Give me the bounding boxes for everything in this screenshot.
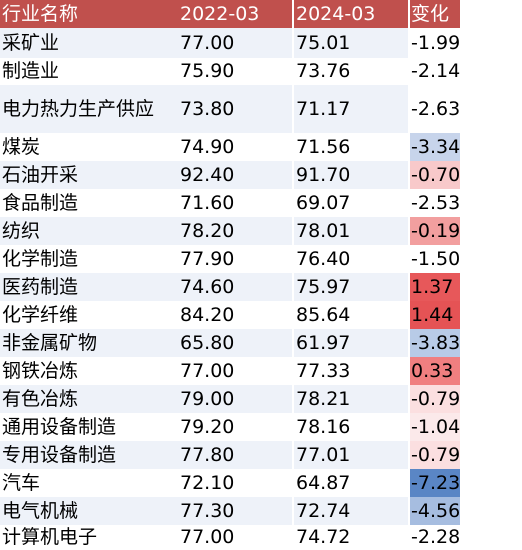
table-row: 制造业 75.90 73.76 -2.14 [0, 58, 522, 85]
table-row: 采矿业 77.00 75.01 -1.99 [0, 28, 522, 58]
value-2022-cell: 77.30 [178, 497, 292, 525]
change-cell: 1.44 [410, 301, 460, 329]
table-row: 有色冶炼 79.00 78.21 -0.79 [0, 385, 522, 413]
change-cell: -2.53 [410, 189, 460, 217]
table-row: 专用设备制造 77.80 77.01 -0.79 [0, 441, 522, 469]
value-2024-cell: 75.01 [294, 28, 408, 58]
table-row: 非金属矿物 65.80 61.97 -3.83 [0, 329, 522, 357]
value-2022-cell: 77.00 [180, 526, 235, 548]
value-2022-cell: 73.80 [178, 85, 292, 133]
change-cell: -0.79 [410, 441, 460, 469]
industry-name-cell: 汽车 [2, 471, 41, 494]
table-row: 汽车 72.10 64.87 -7.23 [0, 469, 522, 497]
industry-name-cell: 有色冶炼 [0, 385, 178, 413]
change-cell: 0.33 [410, 357, 460, 385]
table-row: 医药制造 74.60 75.97 1.37 [0, 273, 522, 301]
value-2022-cell: 84.20 [180, 303, 235, 326]
value-2024-cell: 75.97 [294, 273, 408, 301]
table-row: 食品制造 71.60 69.07 -2.53 [0, 189, 522, 217]
value-2024-cell: 78.21 [294, 385, 408, 413]
industry-name-cell: 计算机电子 [2, 526, 98, 548]
value-2022-cell: 78.20 [178, 217, 292, 245]
value-2024-cell: 77.01 [294, 441, 408, 469]
table-row: 化学纤维 84.20 85.64 1.44 [0, 301, 522, 329]
value-2022-cell: 77.80 [178, 441, 292, 469]
change-cell: -2.63 [410, 85, 460, 133]
table-row: 计算机电子 77.00 74.72 -2.28 [0, 525, 522, 550]
value-2024-cell: 72.74 [294, 497, 408, 525]
industry-name-cell: 通用设备制造 [2, 415, 117, 438]
change-cell: -2.28 [410, 525, 461, 550]
change-cell: -1.04 [410, 413, 460, 441]
table-row: 电力热力生产供应 73.80 71.17 -2.63 [0, 85, 522, 133]
value-2024-cell: 71.17 [294, 85, 408, 133]
change-cell: 1.37 [410, 273, 460, 301]
value-2022-cell: 74.60 [178, 273, 292, 301]
value-2022-cell: 65.80 [178, 329, 292, 357]
industry-name-cell: 电力热力生产供应 [0, 85, 178, 133]
header-2024-03: 2024-03 [294, 0, 408, 28]
industry-name-cell: 制造业 [2, 60, 60, 82]
value-2024-cell: 91.70 [294, 161, 408, 189]
industry-name-cell: 食品制造 [2, 191, 79, 214]
value-2024-cell: 69.07 [296, 191, 351, 214]
industry-name-cell: 化学纤维 [2, 303, 79, 326]
change-cell: -3.34 [410, 133, 460, 161]
value-2022-cell: 71.60 [180, 191, 235, 214]
value-2022-cell: 77.00 [178, 28, 292, 58]
value-2022-cell: 77.00 [180, 359, 235, 382]
industry-name-cell: 化学制造 [2, 247, 79, 270]
industry-name-cell: 纺织 [0, 217, 178, 245]
table-row: 钢铁冶炼 77.00 77.33 0.33 [0, 357, 522, 385]
table-row: 石油开采 92.40 91.70 -0.70 [0, 161, 522, 189]
industry-name-cell: 钢铁冶炼 [2, 359, 79, 382]
header-2022-03: 2022-03 [178, 0, 292, 28]
table-row: 通用设备制造 79.20 78.16 -1.04 [0, 413, 522, 441]
value-2022-cell: 79.20 [180, 415, 235, 438]
change-cell: -7.23 [410, 469, 460, 497]
header-industry-name: 行业名称 [0, 0, 178, 28]
industry-name-cell: 采矿业 [0, 28, 178, 58]
table-row: 电气机械 77.30 72.74 -4.56 [0, 497, 522, 525]
value-2024-cell: 73.76 [296, 60, 351, 82]
value-2022-cell: 77.90 [180, 247, 235, 270]
value-2024-cell: 78.01 [294, 217, 408, 245]
value-2024-cell: 64.87 [296, 471, 351, 494]
table-row: 纺织 78.20 78.01 -0.19 [0, 217, 522, 245]
industry-name-cell: 煤炭 [2, 135, 41, 158]
value-2024-cell: 61.97 [294, 329, 408, 357]
value-2022-cell: 75.90 [180, 60, 235, 82]
industry-name-cell: 石油开采 [0, 161, 178, 189]
industry-name-cell: 非金属矿物 [0, 329, 178, 357]
table-header: 行业名称 2022-03 2024-03 变化 [0, 0, 522, 28]
table-row: 煤炭 74.90 71.56 -3.34 [0, 133, 522, 161]
industry-name-cell: 专用设备制造 [0, 441, 178, 469]
value-2022-cell: 92.40 [178, 161, 292, 189]
value-2022-cell: 79.00 [178, 385, 292, 413]
change-cell: -3.83 [410, 329, 460, 357]
value-2024-cell: 74.72 [296, 526, 351, 548]
value-2024-cell: 71.56 [296, 135, 351, 158]
industry-name-cell: 医药制造 [0, 273, 178, 301]
change-cell: -0.19 [410, 217, 460, 245]
value-2024-cell: 77.33 [296, 359, 351, 382]
change-cell: -4.56 [410, 497, 460, 525]
change-cell: -1.50 [410, 245, 460, 273]
change-cell: -2.14 [410, 58, 460, 85]
value-2024-cell: 76.40 [296, 247, 351, 270]
header-change: 变化 [410, 0, 460, 28]
change-cell: -1.99 [410, 28, 460, 58]
value-2022-cell: 74.90 [180, 135, 235, 158]
value-2024-cell: 85.64 [296, 303, 351, 326]
table-row: 化学制造 77.90 76.40 -1.50 [0, 245, 522, 273]
change-cell: -0.70 [410, 161, 460, 189]
value-2024-cell: 78.16 [296, 415, 351, 438]
value-2022-cell: 72.10 [180, 471, 235, 494]
change-cell: -0.79 [410, 385, 460, 413]
industry-name-cell: 电气机械 [0, 497, 178, 525]
